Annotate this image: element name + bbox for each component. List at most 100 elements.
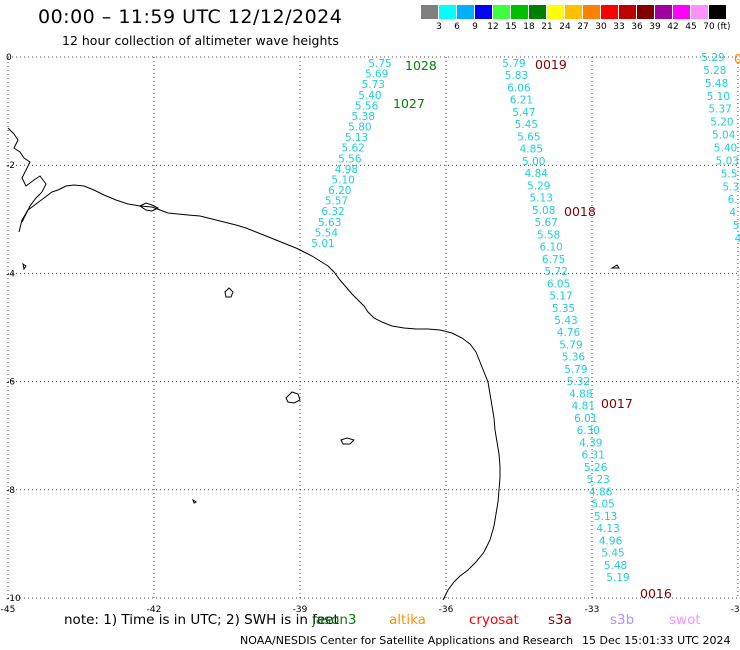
page-subtitle: 12 hour collection of altimeter wave hei…: [62, 33, 339, 48]
island-inland-2: [285, 391, 301, 404]
swh-value: 5.01: [311, 238, 334, 250]
swh-value: 5.20: [710, 117, 733, 129]
pass-time-label: 0017: [601, 396, 633, 411]
swh-value: 5.19: [606, 572, 629, 584]
swh-value: 5.45: [601, 548, 624, 560]
swh-value: 5.00: [522, 156, 545, 168]
page-title: 00:00 – 11:59 UTC 12/12/2024: [38, 6, 343, 28]
satellite-legend-item: s3a: [548, 612, 572, 628]
color-bar-label: 3: [436, 22, 442, 32]
swh-value: 5.26: [584, 462, 608, 474]
swh-value: 5.79: [502, 58, 525, 70]
swh-value: 5.40: [358, 90, 381, 102]
swh-value: 5.10: [331, 174, 354, 186]
swh-value: 4.98: [335, 164, 358, 176]
swh-value: 4.96: [599, 535, 623, 547]
swh-value: 5.13: [594, 511, 617, 523]
color-swatch: [583, 5, 600, 19]
swh-value: 5.13: [530, 193, 553, 205]
swh-value: 4.39: [579, 437, 602, 449]
swh-value: 4.76: [557, 327, 581, 339]
swh-value: 5.57: [325, 196, 348, 208]
pass-time-label: 0018: [564, 204, 596, 219]
color-bar-label: 30: [595, 22, 607, 32]
color-bar-label: 39: [649, 22, 661, 32]
pass-time-labels: 1028 1027 0019 0018 0017 0016 0: [393, 51, 740, 601]
swh-value: 5.63: [318, 217, 341, 229]
coastline: [7, 127, 620, 601]
swh-value: 5.79: [564, 364, 587, 376]
satellite-legend-item: s3b: [610, 612, 635, 628]
swh-value: 5.48: [604, 560, 627, 572]
color-swatch: [637, 5, 654, 19]
coastline-island-west: [139, 202, 160, 212]
longitude-tick-label: -33: [585, 605, 600, 615]
color-bar-label: 70: [703, 22, 715, 32]
latitude-tick-label: -2: [6, 161, 15, 171]
swh-value: 5.69: [365, 69, 388, 81]
latitude-tick-label: -6: [6, 378, 15, 388]
swh-value: 5.73: [362, 79, 385, 91]
latitude-tick-label: -10: [6, 594, 21, 604]
swh-value: 5.54: [315, 227, 339, 239]
swh-value: 5.29: [701, 52, 724, 64]
color-bar-label: 36: [631, 22, 643, 32]
swh-value: 6.05: [547, 278, 570, 290]
swh-value: 5.72: [544, 266, 567, 278]
swh-value: 5.48: [705, 78, 728, 90]
map-gridlines: [7, 56, 739, 599]
swh-value: 5.58: [537, 229, 560, 241]
color-swatch: [421, 5, 438, 19]
color-bar-label: 27: [577, 22, 589, 32]
color-bar-unit: (ft): [717, 22, 731, 32]
swh-value: 4.88: [569, 388, 592, 400]
color-swatch: [601, 5, 618, 19]
swh-value: 6.31: [582, 450, 605, 462]
swh-value: 5.65: [517, 131, 540, 143]
swh-value: 5.56: [355, 100, 379, 112]
swh-value: 5: [733, 220, 740, 232]
swh-value: 5.62: [341, 143, 364, 155]
island-inland-3: [340, 437, 355, 445]
longitude-tick-label: -39: [293, 605, 308, 615]
swh-value: 5.83: [505, 70, 528, 82]
swh-value: 4.86: [589, 486, 613, 498]
swh-value: 5.32: [567, 376, 590, 388]
pass-time-label: 1028: [405, 58, 437, 73]
swh-value: 4.81: [572, 401, 595, 413]
swh-value: 4.13: [596, 523, 619, 535]
pass-time-label: 0: [734, 51, 740, 66]
swh-value: 5.43: [554, 315, 577, 327]
swh-value: 4.85: [520, 144, 543, 156]
color-swatch: [529, 5, 546, 19]
swh-value: 5.5: [721, 168, 738, 180]
latitude-tick-label: -8: [6, 486, 15, 496]
map-axes: -45 -42 -39 -36 -33 -30 0 -2 -4 -6 -8 -10: [1, 53, 740, 615]
swh-value: 5.56: [338, 153, 362, 165]
color-swatch: [565, 5, 582, 19]
swh-value: 5.40: [714, 143, 737, 155]
latitude-tick-label: 0: [6, 53, 12, 63]
swh-value: 6.30: [577, 425, 600, 437]
swh-value: 4.: [729, 207, 739, 219]
color-swatch: [655, 5, 672, 19]
footer-note: note: 1) Time is in UTC; 2) SWH is in fe…: [64, 612, 339, 628]
latitude-tick-label: -4: [6, 269, 15, 279]
wave-height-readings: 5.755.695.735.405.565.385.805.135.625.56…: [311, 52, 740, 584]
satellite-legend-item: jason3: [312, 612, 357, 628]
color-swatch: [673, 5, 690, 19]
longitude-tick-label: -45: [1, 605, 16, 615]
color-swatch: [457, 5, 474, 19]
color-bar-label: 45: [685, 22, 697, 32]
swh-value: 5.05: [591, 499, 614, 511]
color-bar-label: 33: [613, 22, 625, 32]
map-frame: [7, 56, 739, 599]
island-small-b: [610, 264, 620, 269]
island-small-a: [22, 262, 27, 271]
swh-value: 5.10: [707, 91, 730, 103]
swh-value: 5.80: [348, 122, 371, 134]
island-small-c: [192, 498, 197, 504]
color-swatch: [547, 5, 564, 19]
satellite-legend-item: swot: [669, 612, 701, 628]
swh-value: 5.13: [345, 132, 368, 144]
